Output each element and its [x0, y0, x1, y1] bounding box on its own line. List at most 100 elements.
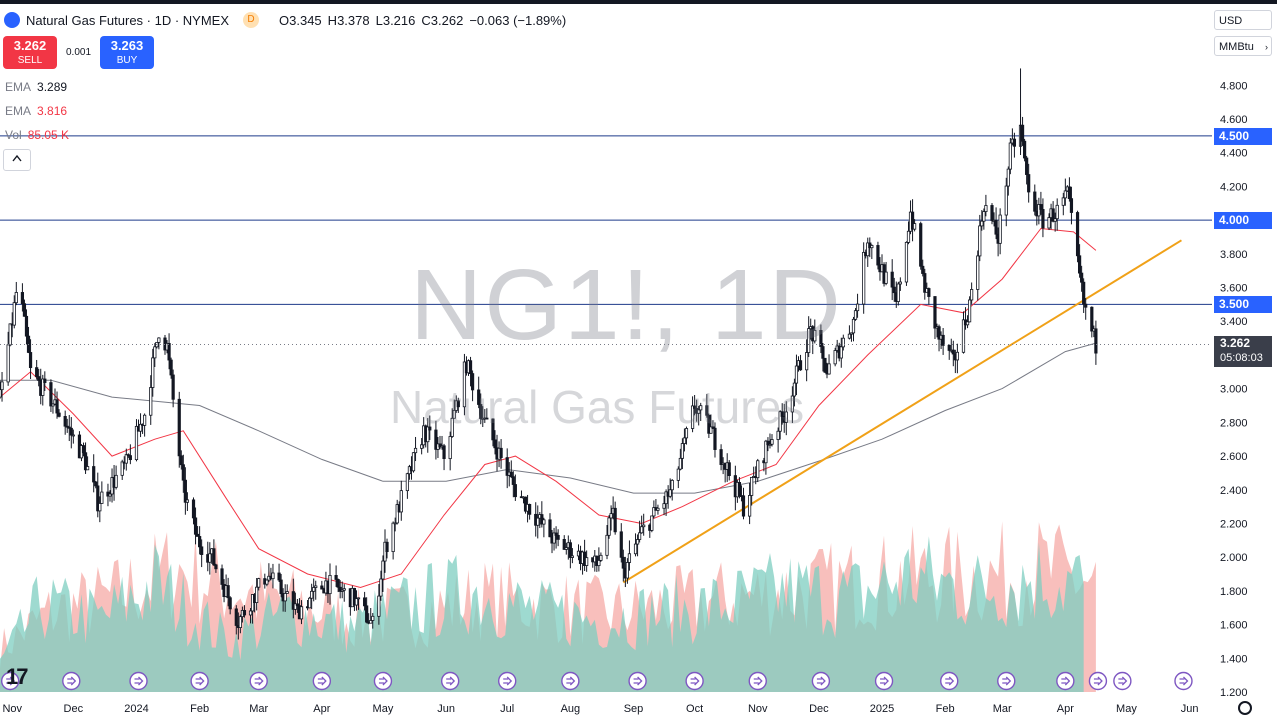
candle-body-up: [847, 333, 852, 339]
candle-body-down: [1027, 174, 1031, 193]
candle-body-up: [642, 524, 646, 528]
dividend-marker-icon[interactable]: [312, 671, 332, 691]
candle: [356, 597, 361, 610]
dividend-marker-icon[interactable]: [561, 671, 580, 691]
candle: [491, 418, 495, 447]
ema-slow-legend[interactable]: EMA 3.816: [5, 104, 67, 118]
candle-body-up: [1061, 197, 1065, 206]
candle: [285, 584, 289, 594]
chevron-right-icon: ›: [1265, 42, 1268, 52]
candle-body-down: [1012, 138, 1017, 147]
candle: [149, 375, 153, 425]
candle: [605, 525, 609, 560]
dividend-marker-icon[interactable]: [1113, 671, 1132, 691]
candle: [1047, 213, 1051, 231]
candle-body-up: [6, 344, 10, 383]
marker-circle: [748, 671, 767, 691]
dividend-marker-icon[interactable]: [748, 671, 767, 691]
dividend-marker-icon[interactable]: [685, 671, 704, 691]
candle: [126, 453, 130, 458]
candle-body-down: [823, 357, 827, 373]
time-tick-label: Mar: [249, 703, 268, 715]
symbol-title[interactable]: Natural Gas Futures · 1D · NYMEX: [26, 12, 229, 28]
candle: [1069, 186, 1074, 225]
high-key: H: [327, 12, 338, 28]
candle: [354, 590, 359, 611]
candle-body-up: [138, 423, 143, 432]
candle: [334, 565, 338, 587]
time-tick-label: Apr: [1057, 703, 1074, 715]
candle-body-up: [998, 214, 1002, 244]
candle-body-up: [756, 460, 760, 479]
dividend-marker-icon[interactable]: [129, 671, 148, 691]
marker-circle: [0, 671, 20, 691]
marker-circle: [1174, 671, 1193, 691]
settings-icon[interactable]: [1238, 701, 1252, 715]
marker-arrow: [6, 676, 16, 686]
dividend-marker-icon[interactable]: [373, 671, 393, 691]
dividend-marker-icon[interactable]: [62, 671, 81, 691]
candle: [1094, 320, 1098, 365]
price-tick-label: 4.800: [1220, 80, 1248, 92]
time-tick-label: 2024: [124, 703, 148, 715]
candle: [1061, 192, 1065, 216]
candle-body-up: [904, 241, 909, 283]
volume-legend[interactable]: Vol 85.05 K: [5, 128, 69, 142]
ema-fast-legend[interactable]: EMA 3.289: [5, 80, 67, 94]
dividend-marker-icon[interactable]: [811, 671, 831, 691]
candle-body-up: [638, 532, 642, 540]
buy-button[interactable]: 3.263 BUY: [100, 36, 154, 69]
sell-button[interactable]: 3.262 SELL: [3, 36, 57, 69]
candle: [697, 405, 701, 426]
candle-body-down: [320, 585, 324, 590]
candle-body-down: [556, 535, 560, 540]
candle-body-up: [310, 590, 314, 599]
ema-fast-line: [0, 227, 1097, 589]
dividend-marker-icon[interactable]: [874, 671, 894, 691]
dividend-marker-icon[interactable]: [997, 671, 1016, 691]
candle-body-up: [299, 606, 304, 620]
tradingview-logo[interactable]: 17: [6, 664, 29, 689]
currency-selector[interactable]: USD: [1214, 10, 1272, 30]
candle: [853, 308, 858, 321]
candle: [741, 487, 746, 520]
candle: [778, 410, 782, 440]
unit-selector[interactable]: MMBtu ›: [1214, 36, 1272, 56]
marker-arrow: [816, 676, 826, 686]
dividend-marker-icon[interactable]: [249, 671, 268, 691]
level-label-3500[interactable]: 3.500: [1214, 296, 1272, 314]
candle: [1051, 201, 1055, 223]
candle-body-down: [171, 374, 175, 400]
dividend-marker-icon[interactable]: [190, 671, 209, 691]
candle-body-up: [870, 245, 874, 249]
candle: [314, 580, 318, 600]
candle: [705, 394, 709, 418]
candle-body-up: [650, 515, 654, 531]
last-price-label: 3.262 05:08:03: [1214, 336, 1272, 368]
dividend-marker-icon[interactable]: [628, 671, 647, 691]
level-label-4500[interactable]: 4.500: [1214, 127, 1272, 145]
dividend-marker-icon[interactable]: [440, 671, 460, 691]
level-label-4000[interactable]: 4.000: [1214, 212, 1272, 230]
candle-body-up: [813, 330, 817, 342]
candle: [14, 281, 18, 306]
candle: [699, 402, 703, 422]
candle: [1008, 137, 1012, 175]
candle: [157, 337, 161, 350]
dividend-marker-icon[interactable]: [940, 671, 959, 691]
candle-body-down: [1069, 198, 1074, 213]
candle: [200, 539, 204, 568]
dividend-marker-icon[interactable]: [498, 671, 517, 691]
dividend-marker-icon[interactable]: [1056, 671, 1075, 691]
symbol-header[interactable]: Natural Gas Futures · 1D · NYMEX D O 3.34…: [4, 10, 566, 30]
dividend-marker-icon[interactable]: [0, 671, 20, 691]
dividend-marker-icon[interactable]: [1088, 671, 1108, 691]
collapse-legend-button[interactable]: [3, 149, 31, 171]
flame-icon: [4, 12, 20, 28]
marker-arrow: [633, 676, 643, 686]
candle-body-down: [780, 411, 784, 417]
candle: [1025, 155, 1029, 185]
dividend-marker-icon[interactable]: [1174, 671, 1193, 691]
candle: [257, 577, 261, 591]
